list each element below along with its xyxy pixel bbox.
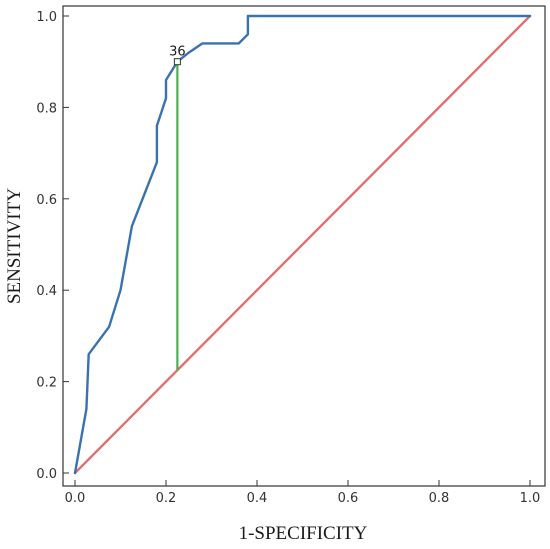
- y-tick-label: 0.6: [36, 193, 57, 208]
- y-axis-title: SENSITIVITY: [4, 188, 25, 304]
- x-axis-ticks: 0.0 0.2 0.4 0.6 0.8 1.0: [65, 480, 541, 506]
- y-tick-label: 0.4: [36, 284, 57, 299]
- plot-frame: [62, 5, 546, 487]
- x-tick-label: 0.4: [247, 491, 268, 506]
- y-tick-label: 0.8: [36, 101, 57, 116]
- y-tick-label: 0.2: [36, 376, 57, 391]
- series-layer: 36: [73, 14, 532, 475]
- cutoff-point-marker: [173, 58, 181, 66]
- x-tick-label: 0.2: [156, 491, 177, 506]
- x-tick-label: 1.0: [520, 491, 541, 506]
- reference-diagonal-line: [73, 14, 532, 475]
- y-axis-ticks: 0.0 0.2 0.4 0.6 0.8 1.0: [36, 10, 69, 482]
- cutoff-label: 36: [169, 45, 186, 60]
- x-tick-label: 0.0: [65, 491, 86, 506]
- y-tick-label: 1.0: [36, 10, 57, 25]
- x-tick-label: 0.6: [338, 491, 359, 506]
- roc-curve-line: [73, 14, 532, 475]
- x-axis-title: 1-SPECIFICITY: [239, 523, 368, 544]
- y-tick-label: 0.0: [36, 467, 57, 482]
- x-tick-label: 0.8: [429, 491, 450, 506]
